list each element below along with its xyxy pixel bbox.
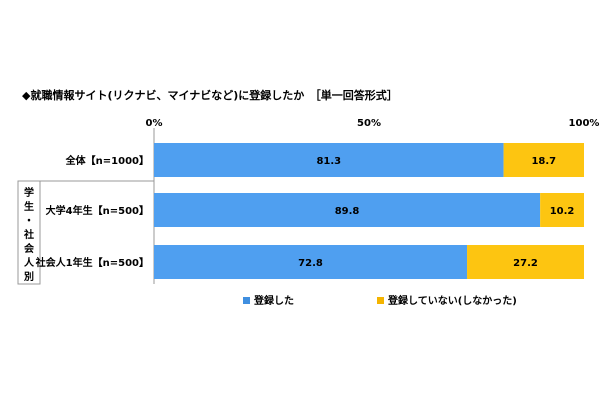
bar-not-registered (503, 143, 584, 177)
bar-value-label: 10.2 (550, 206, 575, 217)
bar-registered (154, 193, 541, 227)
x-tick-label: 0% (146, 118, 163, 129)
bar-not-registered (540, 193, 584, 227)
legend-label: 登録していない(しなかった) (387, 294, 517, 307)
bar-value-label: 27.2 (513, 258, 538, 269)
group-label: 学生・社会人別 (23, 186, 35, 283)
bar-value-label: 72.8 (298, 258, 323, 269)
row-label: 社会人1年生【n=500】 (35, 256, 149, 269)
bar-registered (154, 143, 504, 177)
legend-marker (243, 297, 250, 304)
bar-value-label: 89.8 (335, 206, 360, 217)
group-label-box (17, 180, 41, 285)
bar-value-label: 18.7 (531, 156, 556, 167)
bar-not-registered (467, 245, 584, 279)
chart-title: ◆就職情報サイト(リクナビ、マイナビなど)に登録したか ［単一回答形式］ (22, 88, 398, 102)
x-tick-label: 50% (357, 118, 381, 129)
x-tick-label: 100% (569, 118, 600, 129)
legend-label: 登録した (253, 294, 294, 307)
row-label: 大学4年生【n=500】 (46, 204, 149, 217)
bar-registered (154, 245, 468, 279)
legend-marker (377, 297, 384, 304)
row-label: 全体【n=1000】 (65, 154, 149, 167)
bar-value-label: 81.3 (316, 156, 341, 167)
